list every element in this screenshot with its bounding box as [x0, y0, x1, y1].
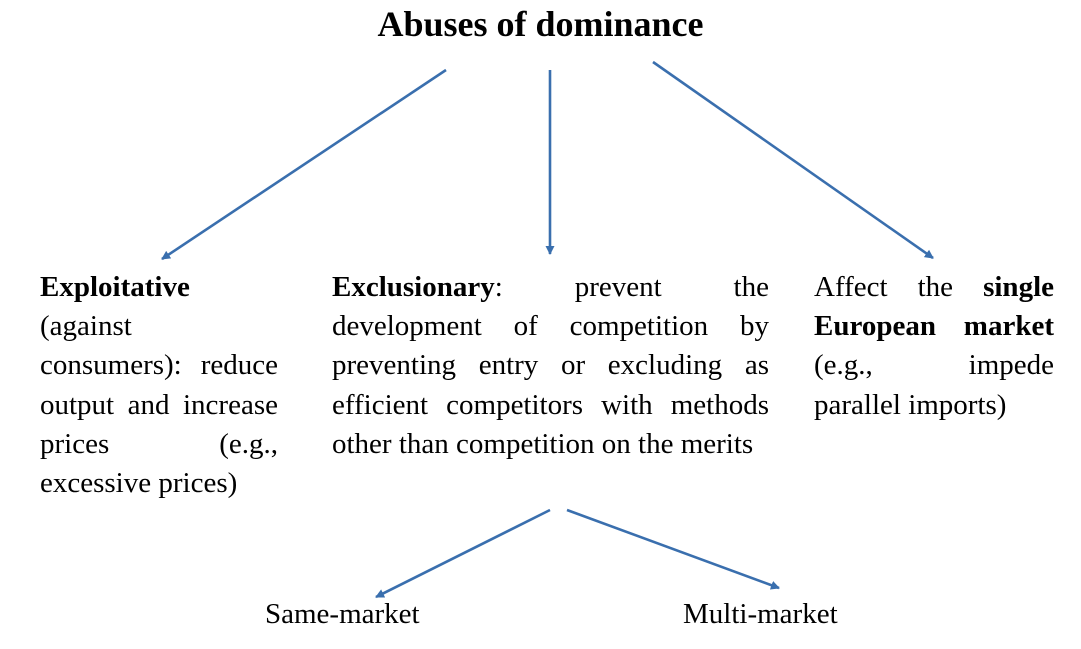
multi-market-label: Multi-market [683, 598, 838, 630]
diagram-title: Abuses of dominance [377, 4, 704, 44]
arrow-to-same-market [375, 508, 551, 599]
arrow-to-single-market [652, 60, 934, 260]
exclusionary-body: : prevent the development of competition… [332, 271, 769, 460]
arrow-to-multi-market [566, 508, 780, 590]
single-market-body: (e.g., impede parallel imports) [814, 349, 1054, 421]
exclusionary-heading: Exclusionary [332, 271, 495, 303]
single-market-lead: Affect the [814, 271, 984, 303]
arrow-to-exploitative [161, 68, 447, 261]
exploitative-heading: Exploitative [40, 271, 190, 303]
exploitative-body: (against consumers): reduce output and i… [40, 310, 278, 500]
exploitative-box: Exploitative (against consumers): reduce… [40, 268, 278, 503]
exclusionary-box: Exclusionary: prevent the development of… [332, 268, 769, 464]
single-market-heading: single European market [814, 271, 1054, 343]
same-market-label: Same-market [265, 598, 420, 630]
single-market-box: Affect the single European market (e.g.,… [814, 268, 1054, 425]
